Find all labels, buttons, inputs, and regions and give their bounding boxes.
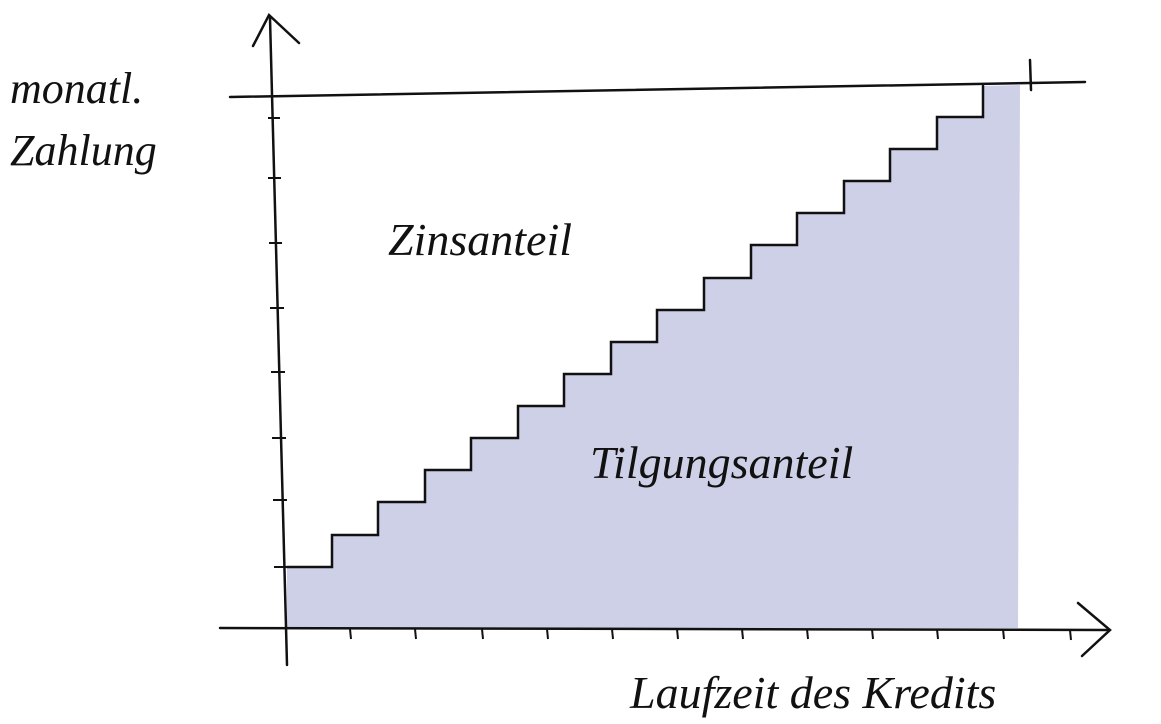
max-payment-line <box>228 80 1087 99</box>
y-axis-label: monatl. <box>10 64 143 113</box>
x-tick <box>806 628 809 640</box>
y-axis <box>268 16 289 667</box>
x-tick <box>741 628 744 640</box>
y-arrow <box>251 12 301 48</box>
end-tick <box>1028 58 1033 92</box>
lower-region-label: Tilgungsanteil <box>590 437 853 488</box>
x-axis-label: Laufzeit des Kredits <box>629 667 996 718</box>
y-ticks <box>268 117 287 568</box>
x-tick <box>546 628 549 640</box>
x-tick <box>481 628 484 640</box>
staircase <box>285 84 985 569</box>
x-tick <box>611 628 614 640</box>
x-tick <box>414 628 417 640</box>
x-tick <box>1069 629 1072 641</box>
x-tick <box>676 628 679 640</box>
x-tick <box>936 628 939 640</box>
x-arrow <box>1076 601 1112 658</box>
x-tick <box>349 628 352 640</box>
x-axis <box>218 626 1110 632</box>
repayment-area <box>287 85 1020 628</box>
y-axis-label: Zahlung <box>10 126 157 175</box>
x-tick <box>871 628 874 640</box>
x-tick <box>1002 628 1005 640</box>
upper-region-label: Zinsanteil <box>388 214 572 265</box>
x-ticks <box>349 628 1072 641</box>
